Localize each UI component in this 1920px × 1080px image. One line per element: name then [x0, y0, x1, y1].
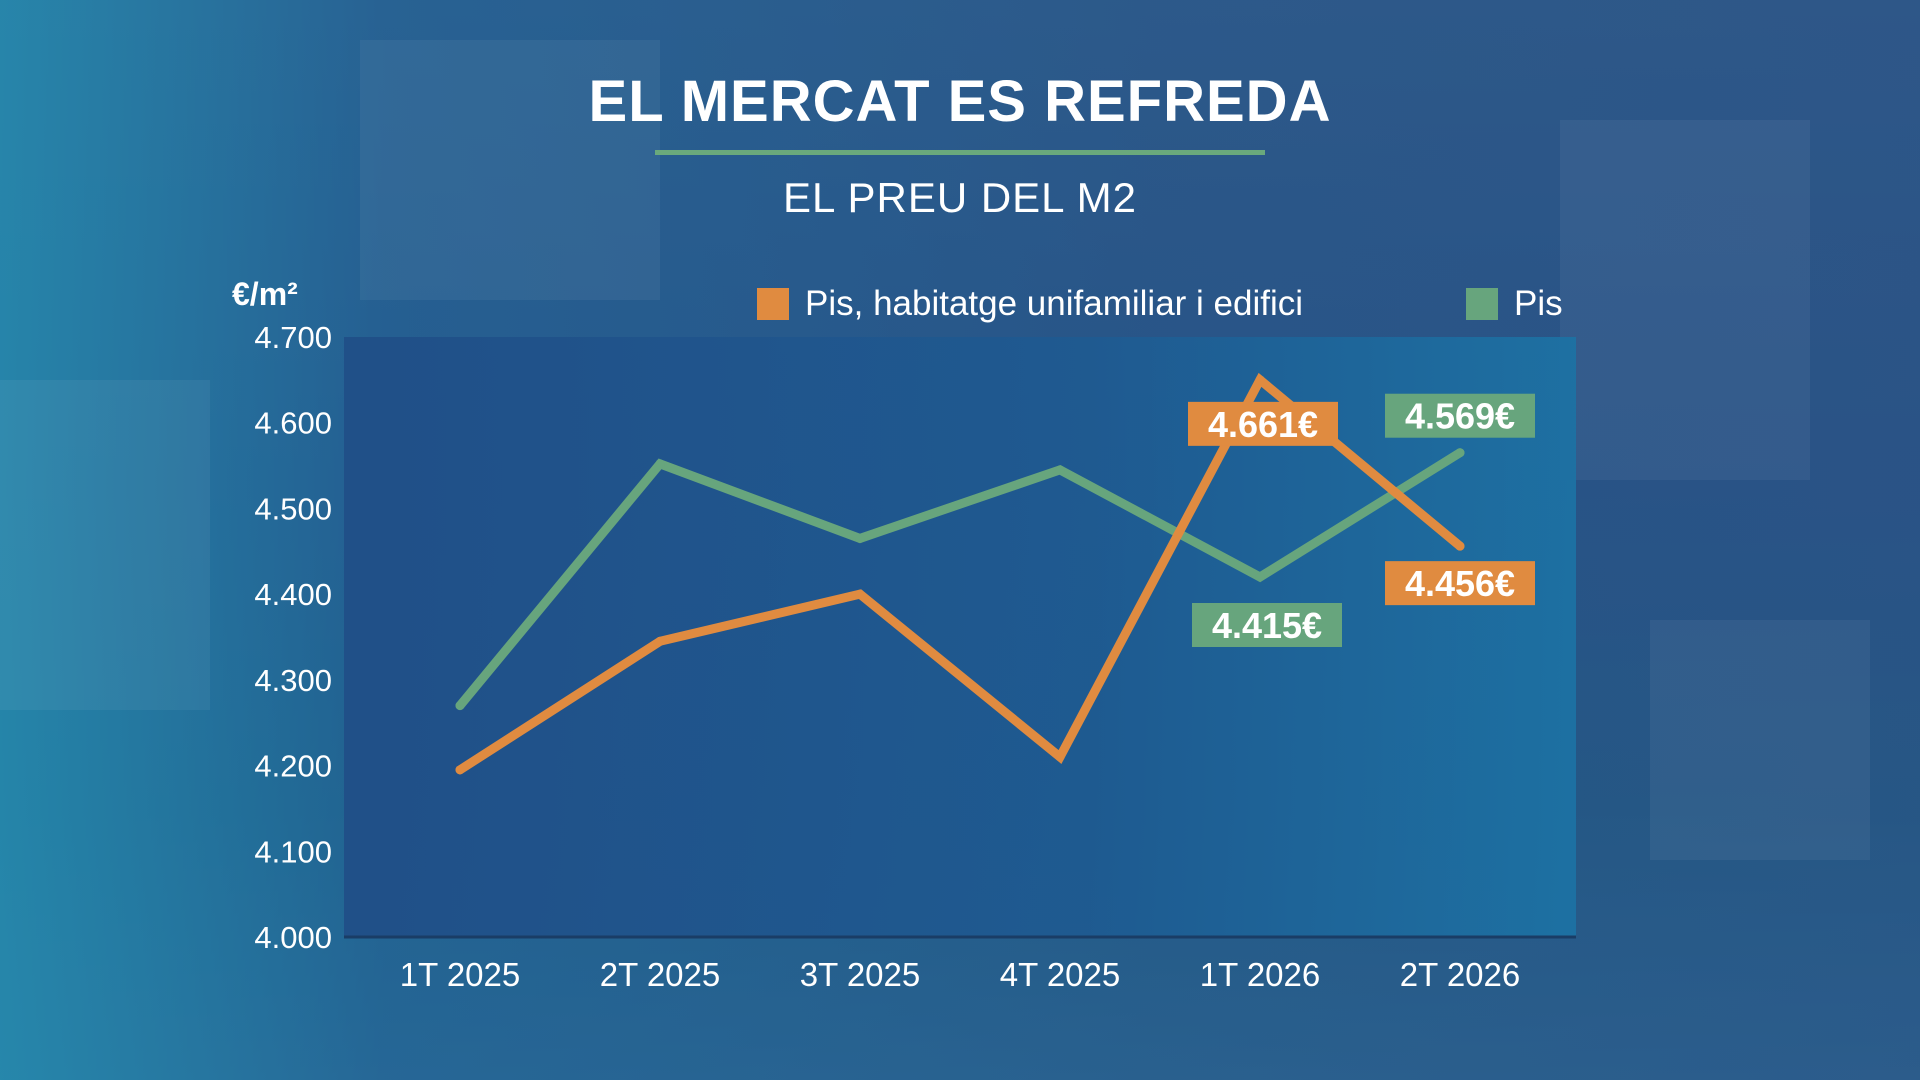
- x-tick-label: 4T 2025: [1000, 956, 1121, 993]
- x-tick-label: 2T 2026: [1400, 956, 1521, 993]
- data-point: [655, 636, 665, 646]
- data-label-box: [1385, 561, 1535, 606]
- plot-area: [344, 337, 1576, 937]
- legend-item-all-homes: Pis, habitatge unifamiliar i edifici: [757, 282, 1303, 326]
- x-axis: 1T 2025 2T 2025 3T 2025 4T 2025 1T 2026 2T 20…: [400, 956, 1521, 993]
- x-tick-label: 3T 2025: [800, 956, 921, 993]
- y-axis-unit-label: €/m²: [232, 276, 298, 312]
- data-label-text: 4.569€: [1405, 396, 1515, 437]
- data-label-text: 4.661€: [1208, 404, 1318, 445]
- data-point: [455, 701, 465, 711]
- data-point: [1255, 572, 1265, 582]
- chart-subtitle: EL PREU DEL M2: [783, 174, 1137, 221]
- data-point: [655, 459, 665, 469]
- y-tick-label: 4.300: [254, 663, 332, 698]
- y-tick-label: 4.000: [254, 920, 332, 955]
- data-labels: 4.661€ 4.456€ 4.415€ 4.569€: [1188, 393, 1535, 647]
- x-tick-label: 2T 2025: [600, 956, 721, 993]
- data-point: [1255, 375, 1265, 385]
- legend-swatch-orange: [757, 288, 789, 320]
- data-label-text: 4.456€: [1405, 563, 1515, 604]
- x-tick-label: 1T 2026: [1200, 956, 1321, 993]
- y-tick-label: 4.600: [254, 406, 332, 441]
- x-tick-label: 1T 2025: [400, 956, 521, 993]
- y-tick-label: 4.400: [254, 577, 332, 612]
- data-point: [1055, 465, 1065, 475]
- legend-swatch-green: [1466, 288, 1498, 320]
- background-building-shape: [1560, 120, 1810, 480]
- data-label-box: [1192, 603, 1342, 647]
- data-label-text: 4.415€: [1212, 605, 1322, 646]
- y-tick-label: 4.500: [254, 491, 332, 526]
- series-line-pis: [455, 448, 1465, 711]
- background-building-shape: [360, 40, 660, 300]
- data-label-box: [1188, 401, 1338, 446]
- legend-item-pis: Pis: [1466, 282, 1563, 326]
- y-tick-label: 4.200: [254, 749, 332, 784]
- y-axis: 4.000 4.100 4.200 4.300 4.400 4.500 4.600 4.700: [254, 320, 332, 955]
- legend-label: Pis: [1514, 284, 1563, 323]
- data-point: [455, 765, 465, 775]
- y-tick-label: 4.700: [254, 320, 332, 355]
- data-label-box: [1385, 393, 1535, 438]
- data-point: [1455, 448, 1465, 458]
- chart-title: EL MERCAT ES REFREDA: [588, 69, 1332, 134]
- background-building-shape: [1650, 620, 1870, 860]
- data-point: [1055, 752, 1065, 762]
- data-point: [855, 533, 865, 543]
- background-building-shape: [0, 380, 210, 710]
- y-tick-label: 4.100: [254, 834, 332, 869]
- legend-label: Pis, habitatge unifamiliar i edifici: [805, 284, 1304, 323]
- data-point: [855, 589, 865, 599]
- data-point: [1455, 541, 1465, 551]
- title-underline: [655, 150, 1265, 155]
